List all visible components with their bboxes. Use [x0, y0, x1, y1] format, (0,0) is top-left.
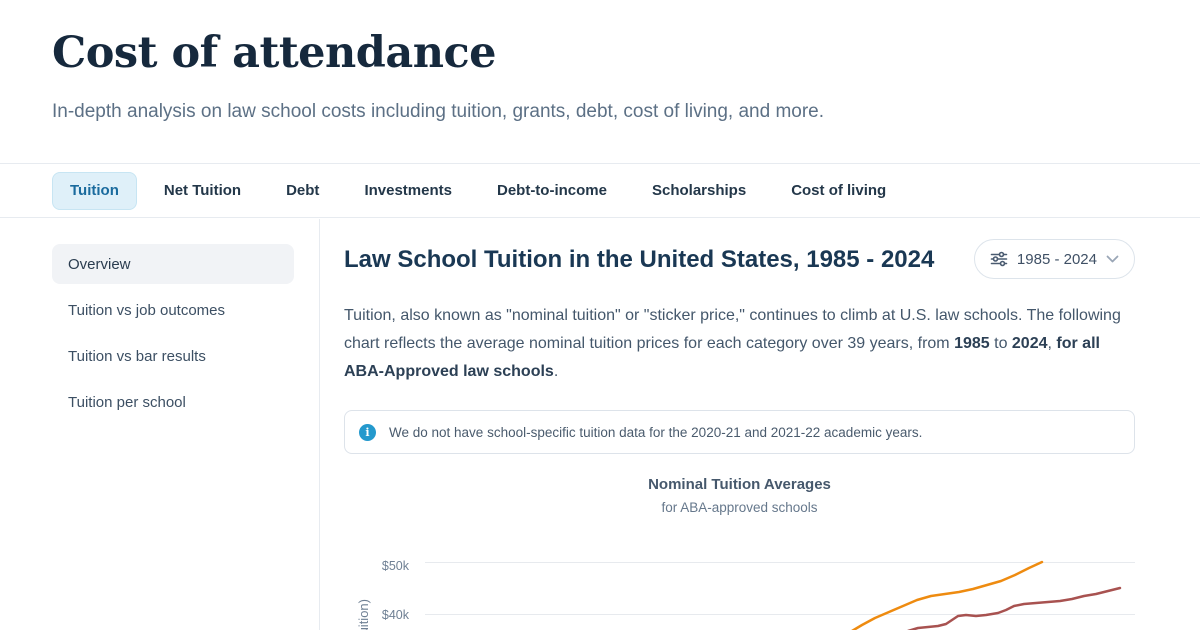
main-content: Law School Tuition in the United States,… [344, 219, 1135, 630]
page-subtitle: In-depth analysis on law school costs in… [52, 101, 825, 122]
date-range-button[interactable]: 1985 - 2024 [973, 239, 1135, 279]
tab-bar: Tuition Net Tuition Debt Investments Debt-to… [0, 163, 1200, 218]
tab-cost-of-living[interactable]: Cost of living [773, 172, 904, 210]
main-heading: Law School Tuition in the United States,… [344, 246, 935, 273]
tuition-chart-svg[interactable]: $50k $40k Average cost (tuition) [344, 554, 1135, 630]
chart-line-series_b [907, 586, 1122, 630]
tab-debt[interactable]: Debt [268, 172, 337, 210]
sidebar-item-tuition-per-school[interactable]: Tuition per school [68, 393, 186, 411]
page-title: Cost of attendance [52, 28, 497, 78]
intro-segment: . [553, 363, 559, 380]
sidebar-item-tuition-vs-job-outcomes[interactable]: Tuition vs job outcomes [68, 301, 226, 319]
section-sidebar: Overview Tuition vs job outcomes Tuition v… [0, 219, 320, 630]
tab-investments[interactable]: Investments [346, 172, 470, 210]
info-icon: i [359, 423, 376, 441]
intro-bold-segment: for all ABA-Approved law schools [344, 335, 1100, 380]
info-banner: i We do not have school-specific tuition… [344, 410, 1135, 454]
intro-segment: to [989, 335, 1012, 352]
sliders-icon [990, 250, 1008, 268]
chart-title: Nominal Tuition Averages [648, 476, 831, 493]
tab-scholarships[interactable]: Scholarships [634, 172, 764, 210]
sidebar-item-overview[interactable]: Overview [52, 244, 294, 284]
info-banner-text: We do not have school-specific tuition d… [389, 424, 923, 440]
tab-debt-to-income[interactable]: Debt-to-income [479, 172, 625, 210]
chart-header: Nominal Tuition Averages for ABA-approve… [344, 476, 1135, 515]
intro-segment: Tuition, also known as "nominal tuition"… [344, 307, 1121, 352]
y-tick-label: $40k [382, 608, 410, 622]
chart-subtitle: for ABA-approved schools [661, 500, 818, 515]
chevron-down-icon [1106, 255, 1119, 264]
intro-paragraph: Tuition, also known as "nominal tuition"… [344, 302, 1135, 386]
page-header: Cost of attendance In-depth analysis on … [0, 0, 1200, 163]
date-range-label: 1985 - 2024 [1016, 250, 1097, 268]
chart-line-series_a [851, 560, 1044, 630]
tab-tuition[interactable]: Tuition [52, 171, 137, 210]
intro-bold-segment: 1985 [954, 335, 990, 352]
intro-bold-segment: 2024 [1011, 335, 1048, 352]
intro-segment: , [1047, 335, 1057, 352]
tab-net-tuition[interactable]: Net Tuition [146, 172, 259, 210]
y-tick-label: $50k [382, 559, 410, 573]
y-axis-label: Average cost (tuition) [356, 599, 371, 630]
sidebar-item-tuition-vs-bar-results[interactable]: Tuition vs bar results [68, 347, 206, 365]
